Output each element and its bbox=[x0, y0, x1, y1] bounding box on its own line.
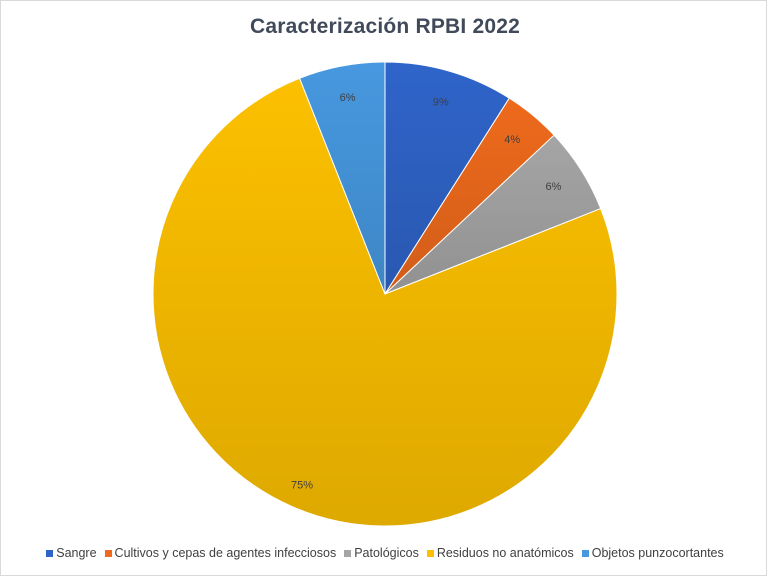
data-label-2: 4% bbox=[504, 134, 520, 146]
legend-label: Residuos no anatómicos bbox=[436, 546, 574, 560]
legend-swatch bbox=[46, 549, 54, 557]
data-label-5: 6% bbox=[340, 92, 356, 104]
chart-title: Caracterización RPBI 2022 bbox=[250, 15, 520, 38]
legend-label: Cultivos y cepas de agentes infecciosos bbox=[114, 546, 337, 560]
legend-label: Sangre bbox=[56, 546, 97, 560]
legend-swatch bbox=[426, 549, 434, 557]
pie-slice-4 bbox=[152, 77, 618, 527]
legend-swatch bbox=[104, 549, 112, 557]
legend-label: Patológicos bbox=[354, 546, 419, 560]
legend-swatch bbox=[344, 549, 352, 557]
legend-item-residuos: Residuos no anatómicos bbox=[426, 546, 574, 560]
legend-swatch bbox=[581, 549, 589, 557]
pie-slice-1 bbox=[384, 61, 511, 296]
legend-item-objetos: Objetos punzocortantes bbox=[581, 546, 724, 560]
pie-slice-5 bbox=[298, 61, 386, 295]
data-label-3: 6% bbox=[546, 181, 562, 193]
legend-label: Objetos punzocortantes bbox=[591, 546, 724, 560]
chart-legend: Sangre Cultivos y cepas de agentes infec… bbox=[1, 546, 768, 560]
legend-item-cultivos: Cultivos y cepas de agentes infecciosos bbox=[104, 546, 337, 560]
legend-item-sangre: Sangre bbox=[46, 546, 97, 560]
data-label-1: 9% bbox=[433, 96, 449, 108]
legend-item-patologicos: Patológicos bbox=[344, 546, 419, 560]
data-label-4: 75% bbox=[291, 480, 313, 492]
